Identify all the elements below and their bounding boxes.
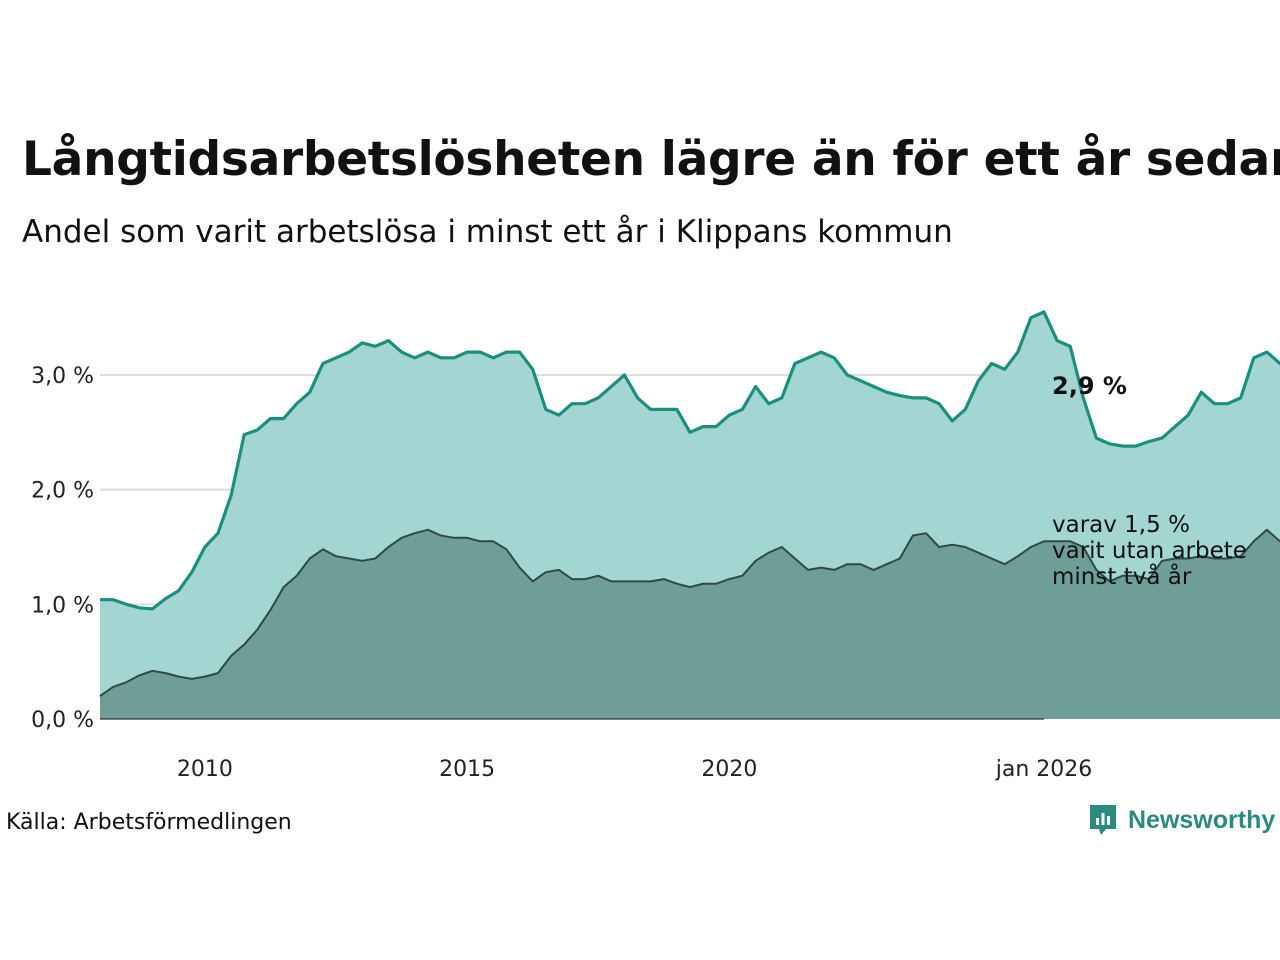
note-line-3: minst två år: [1052, 562, 1192, 590]
note-line-1: varav 1,5 %: [1052, 512, 1190, 538]
end-value-label: 2,9 %: [1052, 372, 1127, 400]
x-tick-label-1: 2015: [439, 757, 495, 782]
newsworthy-logo-icon: [1090, 805, 1116, 835]
chart-title: Långtidsarbetslösheten lägre än för ett …: [22, 132, 1280, 187]
y-axis: 0,0 % 1,0 % 2,0 % 3,0 %: [31, 364, 94, 733]
y-tick-label-2: 2,0 %: [31, 479, 94, 504]
series-0-line: [100, 310, 1280, 611]
chart-subtitle: Andel som varit arbetslösa i minst ett å…: [22, 214, 953, 250]
y-tick-label-0: 0,0 %: [31, 708, 94, 733]
area-layer: [99, 310, 1280, 719]
x-tick-label-3: jan 2026: [995, 757, 1093, 782]
y-tick-label-3: 3,0 %: [31, 364, 94, 389]
x-axis: 2010 2015 2020 jan 2026: [177, 757, 1092, 782]
x-tick-label-2: 2020: [701, 757, 757, 782]
brand-name: Newsworthy: [1128, 805, 1276, 834]
x-tick-label-0: 2010: [177, 757, 233, 782]
note-line-2: varit utan arbete: [1052, 538, 1247, 564]
source-note: Källa: Arbetsförmedlingen: [6, 810, 292, 835]
series-1-line: [99, 528, 1280, 697]
y-tick-label-1: 1,0 %: [31, 593, 94, 618]
brand-logo[interactable]: Newsworthy: [1088, 803, 1275, 837]
secondary-series-note: varav 1,5 % varit utan arbete minst två …: [1052, 512, 1247, 590]
series-1-area: [100, 529, 1280, 719]
